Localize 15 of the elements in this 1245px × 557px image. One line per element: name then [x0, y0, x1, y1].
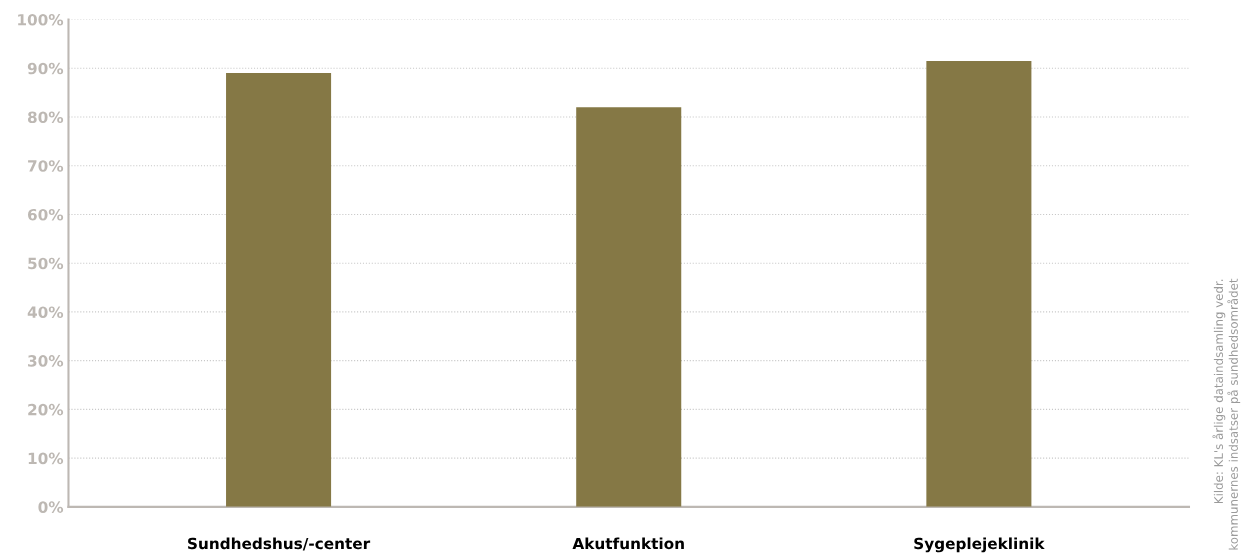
text: Kilde: KL's årlige dataindsamling vedr. kommunernes indsatser på sundhedsområdet	[1212, 278, 1241, 550]
y-tick-label: 60%	[27, 208, 64, 221]
y-tick-label: 40%	[27, 306, 64, 318]
y-tick-label: 50%	[28, 257, 64, 270]
y-tick-label: 0%	[38, 501, 64, 513]
y-tick-label: 70%	[28, 160, 64, 172]
y-tick-label: 80%	[27, 111, 64, 123]
y-tick-label: 20%	[28, 403, 64, 416]
y-tick-label: 10%	[28, 452, 64, 465]
y-tick-label: 30%	[28, 355, 64, 367]
x-tick-label: Akutfunktion	[572, 537, 684, 550]
x-tick-label: Sygeplejeklinik	[914, 537, 1045, 553]
x-tick-label: Sundhedshus/-center	[188, 537, 371, 551]
y-tick-label: 90%	[27, 62, 64, 75]
y-tick-label: 100%	[18, 13, 64, 26]
